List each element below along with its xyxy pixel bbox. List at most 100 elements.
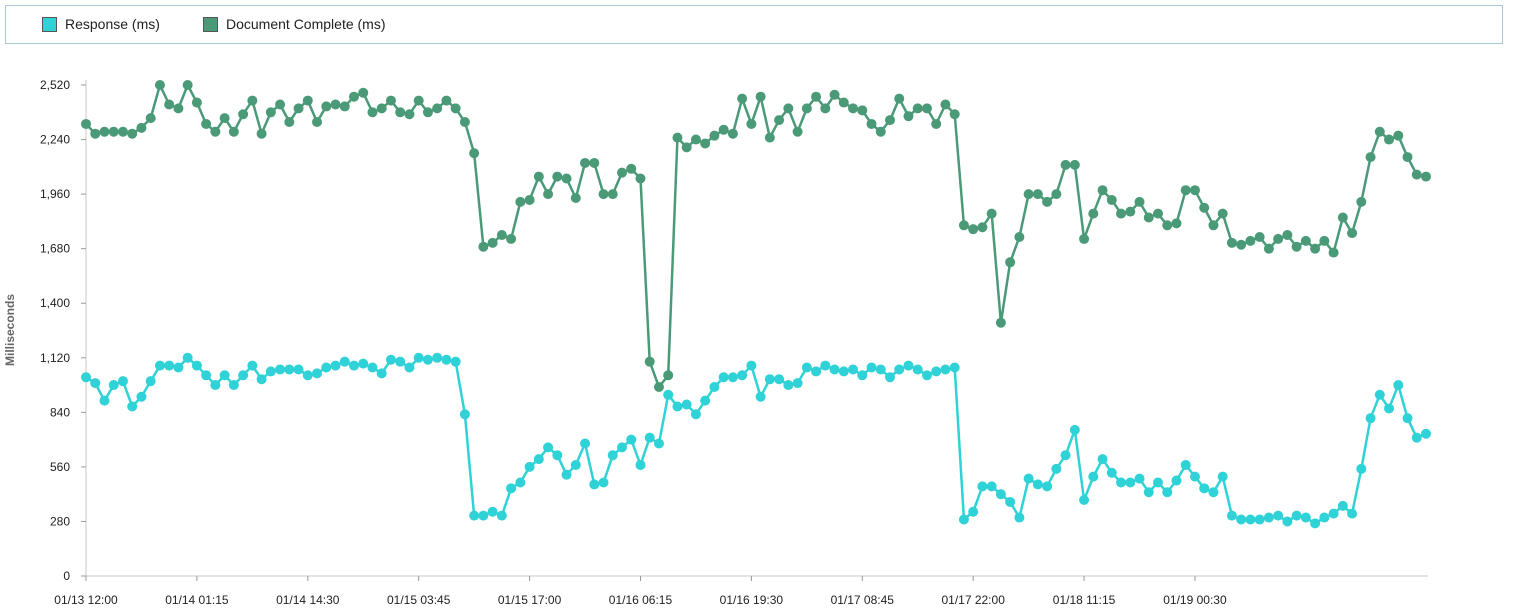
data-point-document-complete-ms[interactable] [1032, 189, 1043, 200]
data-point-document-complete-ms[interactable] [312, 117, 323, 128]
data-point-response-ms[interactable] [469, 510, 480, 521]
data-point-response-ms[interactable] [1106, 467, 1117, 478]
data-point-response-ms[interactable] [986, 481, 997, 492]
data-point-document-complete-ms[interactable] [349, 91, 359, 102]
data-point-response-ms[interactable] [727, 372, 738, 383]
data-point-document-complete-ms[interactable] [524, 194, 535, 205]
data-point-document-complete-ms[interactable] [81, 118, 91, 129]
data-point-document-complete-ms[interactable] [1226, 237, 1237, 248]
data-point-document-complete-ms[interactable] [256, 128, 267, 139]
data-point-document-complete-ms[interactable] [570, 193, 581, 204]
data-point-document-complete-ms[interactable] [275, 99, 286, 110]
data-point-document-complete-ms[interactable] [1162, 220, 1173, 231]
data-point-document-complete-ms[interactable] [1328, 247, 1339, 258]
data-point-response-ms[interactable] [1069, 424, 1080, 435]
data-point-document-complete-ms[interactable] [866, 118, 877, 129]
data-point-response-ms[interactable] [885, 372, 895, 383]
data-point-document-complete-ms[interactable] [1189, 185, 1200, 196]
data-point-document-complete-ms[interactable] [99, 126, 110, 137]
data-point-response-ms[interactable] [330, 360, 341, 371]
data-point-response-ms[interactable] [681, 399, 692, 410]
data-point-response-ms[interactable] [949, 362, 960, 373]
data-point-document-complete-ms[interactable] [737, 93, 748, 104]
data-point-response-ms[interactable] [774, 374, 785, 385]
data-point-document-complete-ms[interactable] [284, 117, 295, 128]
data-point-document-complete-ms[interactable] [552, 171, 563, 182]
data-point-document-complete-ms[interactable] [201, 118, 212, 129]
data-point-response-ms[interactable] [1171, 475, 1182, 486]
data-point-document-complete-ms[interactable] [432, 103, 443, 114]
data-point-response-ms[interactable] [404, 362, 415, 373]
data-point-document-complete-ms[interactable] [478, 241, 489, 252]
data-point-document-complete-ms[interactable] [173, 103, 184, 114]
data-point-response-ms[interactable] [385, 354, 396, 365]
data-point-document-complete-ms[interactable] [238, 109, 249, 120]
data-point-response-ms[interactable] [413, 352, 424, 363]
data-point-response-ms[interactable] [339, 356, 350, 367]
data-point-response-ms[interactable] [358, 358, 369, 369]
data-point-response-ms[interactable] [367, 362, 378, 373]
data-point-response-ms[interactable] [977, 481, 988, 492]
data-point-response-ms[interactable] [829, 364, 840, 375]
data-point-response-ms[interactable] [561, 469, 572, 480]
data-point-response-ms[interactable] [422, 354, 433, 365]
data-point-response-ms[interactable] [1079, 495, 1090, 506]
data-point-document-complete-ms[interactable] [219, 113, 230, 124]
data-point-response-ms[interactable] [709, 382, 720, 392]
data-point-response-ms[interactable] [201, 370, 212, 381]
data-point-response-ms[interactable] [136, 391, 147, 402]
data-point-document-complete-ms[interactable] [182, 80, 193, 90]
data-point-response-ms[interactable] [349, 360, 359, 371]
data-point-document-complete-ms[interactable] [986, 208, 997, 219]
data-point-document-complete-ms[interactable] [487, 237, 498, 248]
data-point-response-ms[interactable] [1254, 514, 1265, 525]
data-point-response-ms[interactable] [1319, 512, 1330, 523]
data-point-response-ms[interactable] [1005, 496, 1016, 507]
data-point-document-complete-ms[interactable] [1347, 228, 1358, 239]
data-point-response-ms[interactable] [543, 442, 554, 453]
data-point-document-complete-ms[interactable] [1125, 206, 1136, 217]
data-point-response-ms[interactable] [256, 374, 267, 385]
data-point-response-ms[interactable] [81, 372, 91, 383]
data-point-response-ms[interactable] [875, 364, 886, 375]
data-point-response-ms[interactable] [145, 376, 156, 387]
data-point-response-ms[interactable] [395, 356, 406, 367]
data-point-response-ms[interactable] [1328, 508, 1339, 519]
data-point-response-ms[interactable] [1384, 403, 1395, 414]
data-point-response-ms[interactable] [607, 450, 618, 461]
data-point-document-complete-ms[interactable] [663, 370, 674, 381]
data-point-document-complete-ms[interactable] [589, 157, 600, 168]
data-point-document-complete-ms[interactable] [1254, 231, 1265, 242]
data-point-response-ms[interactable] [1282, 516, 1293, 527]
data-point-response-ms[interactable] [1226, 510, 1237, 521]
data-point-document-complete-ms[interactable] [1208, 220, 1219, 231]
data-point-document-complete-ms[interactable] [626, 163, 637, 174]
data-point-response-ms[interactable] [487, 506, 498, 517]
data-point-document-complete-ms[interactable] [1171, 218, 1182, 229]
data-point-response-ms[interactable] [302, 370, 313, 381]
data-point-response-ms[interactable] [1393, 380, 1404, 391]
data-point-document-complete-ms[interactable] [302, 95, 313, 106]
data-point-response-ms[interactable] [968, 506, 979, 517]
data-point-document-complete-ms[interactable] [653, 382, 664, 392]
data-point-response-ms[interactable] [857, 370, 868, 381]
data-point-response-ms[interactable] [238, 370, 249, 381]
data-point-response-ms[interactable] [1365, 413, 1376, 424]
data-point-response-ms[interactable] [432, 352, 443, 363]
data-point-document-complete-ms[interactable] [108, 126, 119, 137]
data-point-document-complete-ms[interactable] [136, 122, 147, 133]
data-point-document-complete-ms[interactable] [1069, 159, 1080, 170]
data-point-response-ms[interactable] [1014, 512, 1025, 523]
data-point-document-complete-ms[interactable] [1116, 208, 1127, 219]
data-point-response-ms[interactable] [1411, 432, 1422, 443]
data-point-document-complete-ms[interactable] [459, 117, 470, 128]
data-point-document-complete-ms[interactable] [644, 356, 655, 367]
data-point-response-ms[interactable] [940, 364, 951, 375]
data-point-response-ms[interactable] [1337, 500, 1348, 511]
data-point-document-complete-ms[interactable] [857, 105, 868, 116]
data-point-document-complete-ms[interactable] [774, 115, 785, 126]
data-point-document-complete-ms[interactable] [413, 95, 424, 106]
data-point-response-ms[interactable] [700, 395, 711, 406]
data-point-document-complete-ms[interactable] [1411, 169, 1422, 180]
data-point-document-complete-ms[interactable] [1263, 243, 1274, 254]
